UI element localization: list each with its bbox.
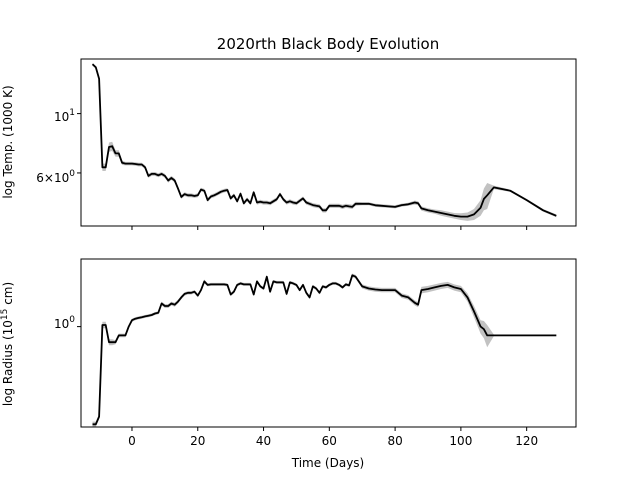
radius-plot-frame <box>80 258 577 428</box>
radius-y-axis-label-pre: log Radius (10 <box>1 320 15 406</box>
temperature-plot-frame <box>80 58 577 227</box>
temperature-panel: log Temp. (1000 K) 101 6×100 <box>1 58 577 230</box>
temperature-uncertainty-band <box>92 63 557 221</box>
temperature-y-tick-label-6: 6×100 <box>36 169 75 185</box>
radius-line-0 <box>92 274 557 426</box>
x-tick-label-5: 100 <box>449 434 472 448</box>
radius-band-0 <box>92 273 557 427</box>
radius-y-axis-label-sup: 15 <box>0 309 10 320</box>
x-tick-label-0: 0 <box>128 434 136 448</box>
radius-y-axis-label-post: cm) <box>1 282 15 309</box>
x-tick-label-2: 40 <box>256 434 271 448</box>
temperature-y-tick-label-10: 101 <box>54 108 75 124</box>
temperature-x-ticks <box>131 226 528 230</box>
temperature-y-axis-label: log Temp. (1000 K) <box>1 85 15 198</box>
temperature-band-0 <box>92 63 557 221</box>
temperature-series-line <box>91 63 557 218</box>
radius-series-line <box>92 274 557 426</box>
x-tick-label-1: 20 <box>190 434 205 448</box>
chart-title: 2020rth Black Body Evolution <box>217 35 439 53</box>
temperature-y-ticks: 101 6×100 <box>36 108 81 185</box>
temperature-line-0 <box>91 63 557 218</box>
x-tick-label-4: 80 <box>387 434 402 448</box>
radius-y-axis-label: log Radius (1015 cm) <box>0 282 15 406</box>
radius-panel: log Radius (1015 cm) 100 0 20 40 60 80 100 120 <box>0 258 577 448</box>
x-tick-label-3: 60 <box>322 434 337 448</box>
radius-y-tick-label-1: 100 <box>54 315 75 331</box>
radius-x-ticks: 0 20 40 60 80 100 120 <box>128 427 538 448</box>
radius-y-ticks: 100 <box>54 315 81 331</box>
radius-uncertainty-band <box>92 273 557 427</box>
x-axis-label: Time (Days) <box>291 456 365 470</box>
x-tick-label-6: 120 <box>515 434 538 448</box>
